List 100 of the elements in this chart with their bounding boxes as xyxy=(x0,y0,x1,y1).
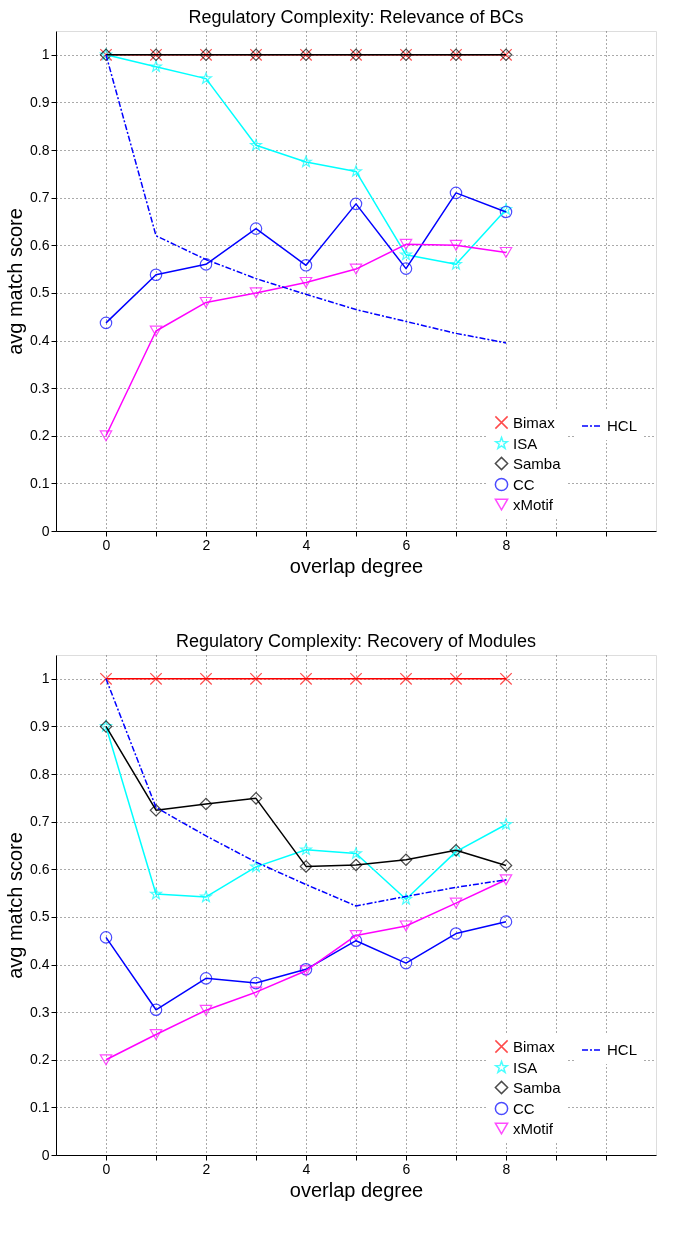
point xyxy=(499,246,513,258)
y-tick-label: 1 xyxy=(41,670,50,687)
point xyxy=(349,672,363,686)
point xyxy=(99,316,113,330)
legend-label: Samba xyxy=(513,1078,562,1096)
point xyxy=(449,897,463,909)
x-tick-label: 4 xyxy=(302,1160,311,1177)
point xyxy=(199,972,213,985)
x-tick-label: 2 xyxy=(202,1160,211,1177)
y-tick-label: 0.6 xyxy=(30,236,50,253)
point xyxy=(99,430,113,442)
point xyxy=(449,186,463,200)
point xyxy=(299,276,313,288)
y-tick-label: 0.9 xyxy=(30,93,50,110)
point xyxy=(499,874,513,886)
point xyxy=(449,927,463,940)
point xyxy=(299,843,313,855)
point xyxy=(249,860,263,873)
y-tick-label: 0.8 xyxy=(30,765,50,782)
y-tick-label: 0.6 xyxy=(30,860,50,877)
point xyxy=(399,672,413,686)
point xyxy=(249,287,263,299)
point xyxy=(99,1054,113,1066)
point xyxy=(199,672,213,686)
legend-label: CC xyxy=(513,1099,535,1117)
legend-label: CC xyxy=(513,475,535,493)
point xyxy=(399,956,413,970)
x-tick-label: 4 xyxy=(302,536,311,553)
point xyxy=(199,72,213,84)
point xyxy=(249,976,263,990)
point xyxy=(199,797,213,811)
point xyxy=(249,986,263,998)
x-tick-label: 0 xyxy=(102,1160,111,1177)
point xyxy=(399,892,413,905)
legend-label: HCL xyxy=(607,417,638,434)
y-tick-label: 0.9 xyxy=(30,717,50,734)
x-axis-title: overlap degree xyxy=(289,554,424,577)
point xyxy=(199,1004,213,1016)
chart-title: Regulatory Complexity: Relevance of BCs xyxy=(188,7,524,27)
x-tick-label: 6 xyxy=(402,536,411,553)
x-tick-label: 2 xyxy=(202,536,211,553)
point xyxy=(449,239,463,251)
legend-label: ISA xyxy=(513,434,538,452)
point xyxy=(349,929,363,942)
point xyxy=(399,853,413,867)
x-tick-label: 8 xyxy=(502,1160,511,1177)
legend-label: Samba xyxy=(513,454,562,472)
point xyxy=(299,259,313,272)
point xyxy=(349,934,363,947)
y-tick-label: 0.1 xyxy=(30,1098,50,1115)
point xyxy=(149,325,163,337)
legend-label: ISA xyxy=(513,1058,538,1076)
y-tick-label: 0.7 xyxy=(30,189,50,206)
point xyxy=(399,248,413,261)
point xyxy=(499,818,513,830)
x-tick-label: 0 xyxy=(102,536,111,553)
point xyxy=(399,262,413,275)
y-tick-label: 0.3 xyxy=(30,379,50,396)
point xyxy=(449,258,463,270)
y-tick-label: 0.2 xyxy=(30,427,50,444)
legend-label: Bimax xyxy=(513,1037,556,1055)
point xyxy=(99,931,113,944)
point xyxy=(299,860,313,873)
point xyxy=(199,258,213,271)
point xyxy=(449,672,463,686)
point xyxy=(349,197,363,211)
point xyxy=(349,858,363,872)
point xyxy=(349,847,363,859)
point xyxy=(199,890,213,903)
y-axis-title: avg match score xyxy=(4,208,27,355)
y-tick-label: 1 xyxy=(41,46,50,63)
point xyxy=(149,887,163,900)
point xyxy=(499,859,513,872)
point xyxy=(399,238,413,250)
y-tick-label: 0.5 xyxy=(30,908,50,925)
y-tick-label: 0.2 xyxy=(30,1051,50,1068)
point xyxy=(349,263,363,275)
point xyxy=(249,222,263,235)
x-axis-title: overlap degree xyxy=(289,1178,424,1201)
point xyxy=(399,920,413,932)
point xyxy=(499,203,513,215)
point xyxy=(499,672,513,686)
y-tick-label: 0.4 xyxy=(30,332,50,349)
y-tick-label: 0.8 xyxy=(30,141,50,158)
legend-label: xMotif xyxy=(513,1119,554,1137)
x-tick-label: 6 xyxy=(402,1160,411,1177)
point xyxy=(149,803,163,817)
point xyxy=(149,1028,163,1041)
y-axis-title: avg match score xyxy=(4,832,27,979)
point xyxy=(99,672,113,686)
point xyxy=(349,165,363,177)
y-tick-label: 0.1 xyxy=(30,474,50,491)
chart-title: Regulatory Complexity: Recovery of Modules xyxy=(175,631,537,651)
y-tick-label: 0.5 xyxy=(30,284,50,301)
point xyxy=(299,155,313,168)
point xyxy=(499,915,513,928)
point xyxy=(199,296,213,308)
y-tick-label: 0 xyxy=(41,1146,50,1163)
point xyxy=(149,1003,163,1017)
point xyxy=(299,672,313,686)
